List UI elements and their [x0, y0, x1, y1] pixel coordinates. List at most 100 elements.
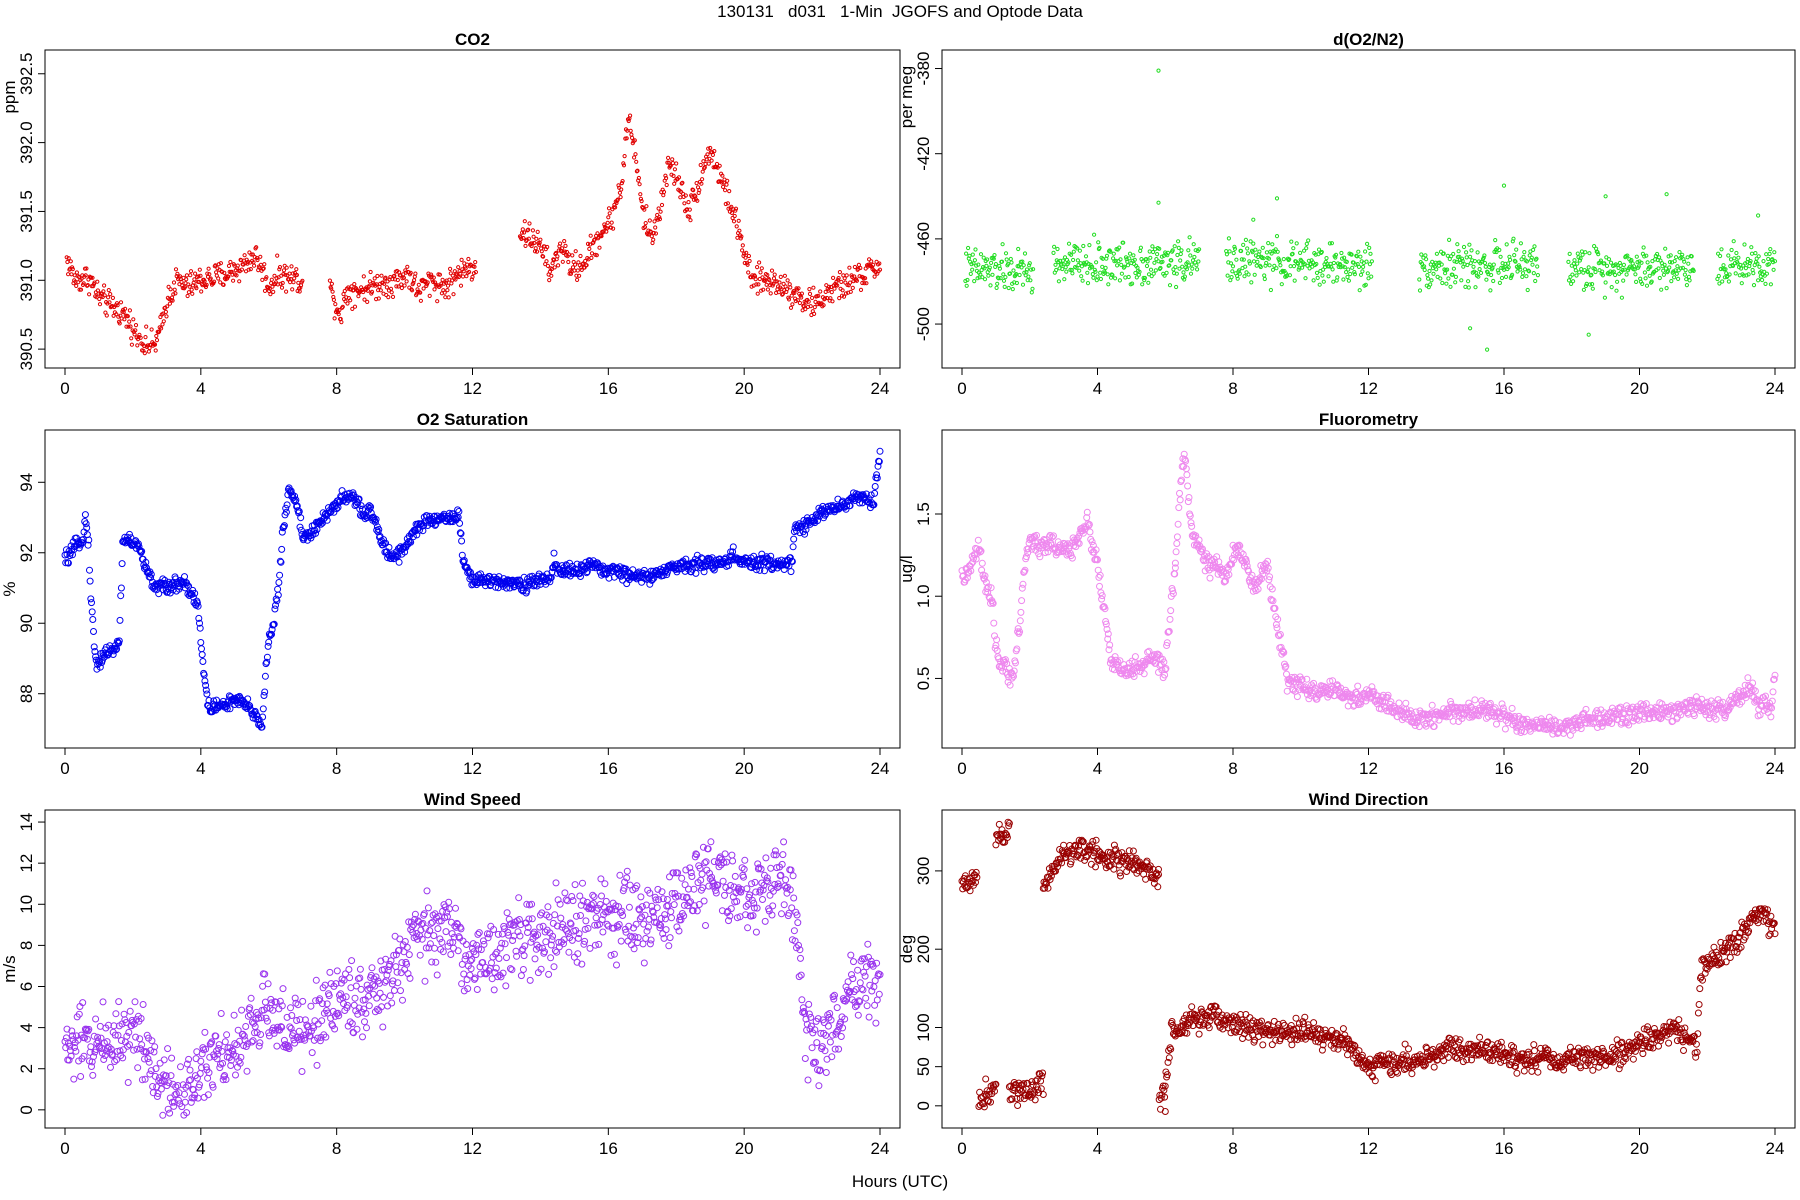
data-point [1146, 280, 1151, 285]
data-point [846, 502, 854, 510]
data-point [244, 695, 252, 703]
data-point [807, 291, 813, 296]
data-point [976, 548, 984, 556]
data-point [776, 290, 781, 295]
data-point [876, 447, 884, 455]
data-point [147, 570, 155, 578]
x-tick-label: 12 [463, 1139, 482, 1158]
data-point [1569, 281, 1574, 286]
data-point [743, 255, 748, 260]
data-point [1573, 265, 1578, 270]
data-point [1267, 263, 1272, 268]
data-point [372, 276, 377, 281]
y-tick-label: 1.0 [914, 584, 933, 608]
data-point [857, 274, 862, 279]
x-tick-label: 24 [871, 759, 890, 778]
data-point [138, 335, 143, 340]
data-point [530, 241, 535, 246]
data-point [1571, 261, 1576, 266]
data-point [1291, 246, 1296, 251]
data-point [278, 545, 286, 553]
data-point [1126, 274, 1131, 280]
x-tick-label: 4 [196, 759, 205, 778]
data-point [136, 334, 141, 340]
data-point [463, 266, 468, 271]
data-point [964, 283, 969, 288]
data-point [777, 280, 782, 285]
data-point [1766, 262, 1772, 267]
data-point [1446, 276, 1451, 281]
data-point [698, 162, 703, 168]
data-point [1486, 699, 1494, 707]
data-point [1327, 241, 1333, 246]
x-tick-label: 0 [957, 379, 966, 398]
data-point [1572, 258, 1577, 263]
data-point [1756, 278, 1761, 283]
data-point [171, 280, 177, 285]
data-point [1131, 653, 1139, 661]
y-tick-label: 92 [17, 543, 36, 562]
data-point [1320, 273, 1325, 278]
data-point [83, 524, 91, 532]
data-point [163, 309, 168, 314]
data-point [1043, 540, 1051, 547]
data-point [1248, 239, 1253, 244]
data-point [216, 276, 221, 281]
data-point [1591, 714, 1599, 722]
data-point [1349, 252, 1354, 257]
data-point [1100, 264, 1105, 269]
outlier-point [1603, 194, 1608, 199]
data-point [144, 1055, 152, 1063]
data-point [556, 263, 561, 268]
data-point [1613, 272, 1618, 278]
data-point [77, 1073, 85, 1080]
data-point [222, 1076, 230, 1083]
data-point [162, 1072, 170, 1080]
data-point [1689, 254, 1694, 259]
data-point [1459, 278, 1464, 283]
data-point [1527, 269, 1532, 274]
data-point [1426, 276, 1431, 281]
data-point [619, 187, 624, 192]
data-point [670, 157, 675, 162]
data-point [209, 1083, 217, 1091]
data-point [197, 267, 202, 272]
data-point [1063, 265, 1068, 270]
data-point [244, 1040, 252, 1048]
data-point [160, 1056, 168, 1064]
data-point [1594, 724, 1601, 731]
data-point [811, 285, 816, 290]
data-point [873, 471, 881, 479]
data-point [1063, 551, 1071, 559]
data-point [1367, 262, 1373, 267]
data-point [1664, 286, 1669, 291]
data-point [994, 285, 999, 290]
y-tick-label: 14 [17, 813, 36, 832]
data-point [1771, 267, 1776, 272]
data-point [1346, 267, 1351, 272]
data-point [1524, 274, 1529, 279]
data-point [1060, 258, 1066, 263]
data-point [1077, 268, 1082, 273]
data-point [210, 697, 218, 705]
data-point [66, 272, 71, 277]
data-point [218, 280, 223, 285]
data-point [284, 265, 289, 270]
data-point [196, 619, 203, 627]
data-point [1188, 522, 1196, 530]
data-point [198, 273, 203, 278]
data-point [83, 1025, 91, 1033]
data-point [1589, 272, 1594, 277]
data-point [124, 324, 129, 329]
data-point [122, 1019, 130, 1026]
y-tick-label: 12 [17, 854, 36, 873]
data-point [1684, 283, 1690, 288]
data-point [1319, 249, 1324, 255]
y-tick-label: 391.5 [17, 190, 36, 233]
data-point [1615, 279, 1620, 284]
data-point [1428, 701, 1436, 709]
data-point [856, 266, 861, 271]
data-point [129, 336, 134, 341]
data-point [821, 303, 826, 308]
data-point [191, 589, 199, 597]
